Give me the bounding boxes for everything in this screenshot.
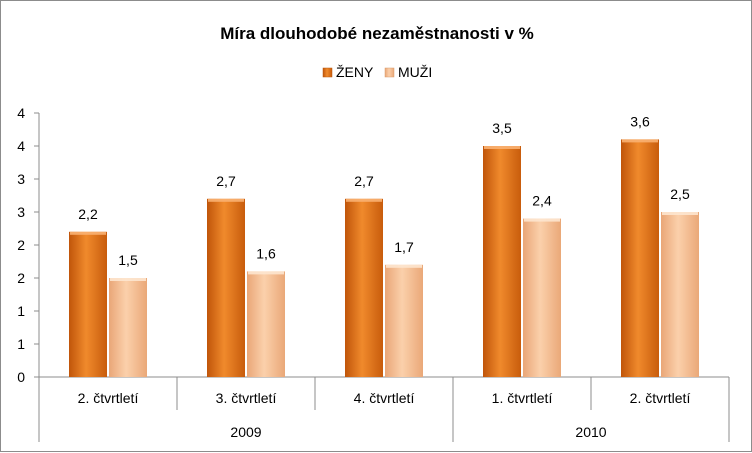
data-label: 1,5: [118, 252, 138, 268]
data-label: 2,7: [216, 173, 236, 189]
y-tick-label: 3: [17, 171, 25, 187]
x-tick-label: 3. čtvrtletí: [216, 390, 277, 406]
bar-highlight: [622, 139, 658, 143]
legend-swatch: [384, 67, 395, 78]
data-label: 2,2: [78, 206, 98, 222]
legend: ŽENY MUŽI: [322, 64, 432, 80]
y-tick-label: 2: [17, 270, 25, 286]
y-tick-label: 0: [17, 369, 25, 385]
bar-muži: [523, 218, 561, 377]
bar-highlight: [70, 231, 106, 235]
chart-title: Míra dlouhodobé nezaměstnanosti v %: [220, 24, 534, 43]
x-tick-label: 2. čtvrtletí: [630, 390, 691, 406]
bar-highlight: [208, 198, 244, 202]
bar-muži: [247, 271, 285, 377]
bar-highlight: [110, 278, 146, 281]
x-group-label: 2009: [230, 424, 261, 440]
bar-muži: [109, 278, 147, 377]
bar-highlight: [524, 218, 560, 222]
data-label: 3,6: [630, 113, 650, 129]
y-tick-label: 4: [17, 105, 25, 121]
bar-highlight: [662, 212, 698, 215]
data-label: 2,7: [354, 173, 374, 189]
bar-ženy: [207, 198, 245, 377]
data-label: 2,5: [670, 186, 690, 202]
bar-ženy: [345, 198, 383, 377]
y-tick-label: 3: [17, 204, 25, 220]
legend-swatch: [322, 67, 333, 78]
bar-highlight: [248, 271, 284, 275]
y-tick-label: 4: [17, 138, 25, 154]
bar-muži: [661, 212, 699, 377]
legend-label: MUŽI: [398, 64, 432, 80]
bar-muži: [385, 264, 423, 377]
data-label: 3,5: [492, 120, 512, 136]
x-tick-label: 1. čtvrtletí: [492, 390, 553, 406]
bar-ženy: [483, 146, 521, 377]
bar-highlight: [484, 146, 520, 149]
bar-highlight: [346, 198, 382, 202]
data-labels: 2,2 2,7 2,7 3,5 3,6 1,5 1,6 1,7 2,4 2,5: [78, 113, 690, 268]
x-tick-label: 4. čtvrtletí: [354, 390, 415, 406]
data-label: 1,6: [256, 245, 276, 261]
x-group-label: 2010: [575, 424, 606, 440]
data-label: 1,7: [394, 239, 414, 255]
y-tick-label: 2: [17, 237, 25, 253]
y-tick-label: 1: [17, 303, 25, 319]
bar-highlight: [386, 264, 422, 268]
bar-ženy: [621, 139, 659, 377]
y-tick-label: 1: [17, 336, 25, 352]
axes: 0 1 1 2 2 3 3 4 4 2. čtvrtletí 3. čtvrtletí 4. čtvr…: [17, 105, 730, 442]
bar-ženy: [69, 231, 107, 377]
x-tick-label: 2. čtvrtletí: [78, 390, 139, 406]
legend-label: ŽENY: [336, 64, 374, 80]
bars: [69, 139, 699, 377]
data-label: 2,4: [532, 193, 552, 209]
